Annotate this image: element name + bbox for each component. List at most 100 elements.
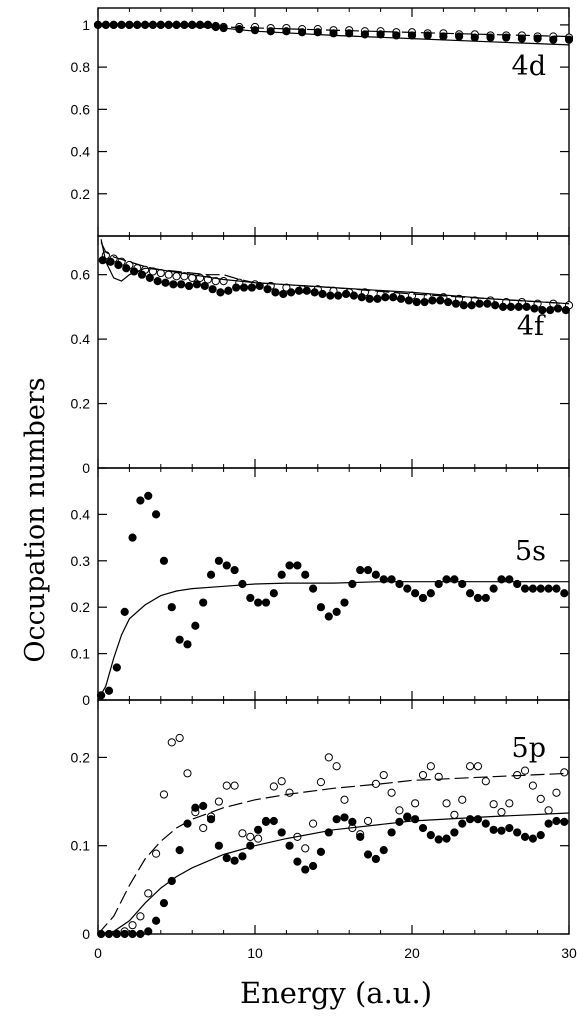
filled-point (254, 598, 263, 607)
filled-point (246, 593, 255, 603)
filled-point (536, 831, 545, 840)
filled-point (293, 561, 302, 570)
filled-point (222, 561, 231, 570)
filled-point (411, 589, 420, 598)
filled-point (302, 286, 311, 295)
filled-point (348, 817, 357, 826)
filled-point (200, 281, 209, 291)
filled-point (505, 823, 514, 833)
filled-point (363, 850, 373, 859)
curve-solid-line (97, 812, 570, 935)
filled-point (269, 589, 278, 598)
open-point (246, 832, 255, 841)
filled-point (277, 828, 286, 837)
y-tick-label: 0.1 (71, 838, 91, 854)
filled-point (340, 813, 349, 822)
filled-point (481, 593, 490, 603)
filled-point (112, 663, 121, 672)
open-point (395, 806, 404, 815)
filled-point (208, 285, 217, 294)
filled-point (404, 296, 413, 305)
filled-point (332, 815, 341, 824)
filled-point (137, 270, 147, 279)
filled-point (167, 603, 176, 612)
open-point (167, 738, 176, 747)
open-point (387, 788, 396, 797)
filled-point (528, 584, 537, 593)
filled-point (136, 929, 145, 939)
filled-point (450, 828, 459, 837)
filled-point (356, 832, 365, 841)
x-tick-label: 30 (561, 945, 577, 961)
filled-point (552, 816, 561, 826)
filled-point (467, 301, 476, 310)
filled-point (164, 20, 173, 29)
filled-point (159, 898, 169, 908)
filled-point (151, 510, 161, 519)
panels: 0.2 0.4 0.6 0.8 1 4d 0 0.2 0.4 0.6 4f 0 0.1 0.2 0.3 0.4… (71, 7, 577, 961)
filled-point (544, 584, 553, 593)
x-tick-label: 0 (94, 945, 102, 961)
open-point (520, 766, 530, 775)
filled-point (169, 280, 178, 289)
filled-point (128, 929, 137, 939)
open-point (379, 770, 388, 780)
y-tick-label: 0 (82, 460, 90, 476)
y-tick-label: 0.3 (71, 553, 91, 569)
filled-point (465, 589, 475, 598)
panel-4f: 0 0.2 0.4 0.6 4f (71, 235, 574, 476)
filled-point (180, 20, 189, 29)
filled-point (470, 33, 479, 42)
open-point (536, 794, 545, 803)
filled-point (120, 929, 129, 939)
filled-point (420, 297, 429, 307)
filled-point (224, 286, 233, 295)
series-filled-circles (97, 801, 569, 939)
filled-point (349, 291, 359, 300)
open-point (164, 270, 173, 279)
y-tick-label: 0.2 (71, 749, 91, 765)
open-point (254, 834, 263, 843)
filled-point (517, 34, 527, 43)
filled-point (266, 27, 275, 36)
filled-point (232, 283, 241, 292)
y-tick-label: 0.4 (71, 506, 91, 522)
filled-point (379, 846, 388, 855)
filled-point (561, 306, 570, 315)
filled-point (326, 291, 335, 300)
open-point (222, 781, 231, 790)
filled-point (308, 584, 318, 593)
filled-point (544, 819, 553, 828)
filled-point (316, 847, 326, 856)
filled-point (332, 607, 341, 616)
filled-point (222, 853, 231, 863)
filled-point (560, 817, 569, 826)
curve-dashed-line (97, 772, 570, 935)
open-point (199, 823, 208, 833)
curve-dashed-line (100, 242, 570, 305)
filled-point (376, 30, 385, 39)
filled-point (491, 301, 500, 310)
filled-point (238, 852, 247, 861)
open-point (481, 777, 490, 786)
series-solid-line (100, 239, 570, 305)
filled-point (144, 927, 153, 936)
filled-point (255, 281, 264, 291)
open-point (497, 808, 506, 817)
filled-point (411, 815, 420, 824)
open-point (426, 762, 435, 771)
open-point (505, 799, 514, 808)
series-solid-line (97, 581, 569, 701)
filled-point (549, 35, 558, 44)
filled-point (184, 281, 194, 291)
filled-point (156, 20, 165, 29)
filled-point (199, 598, 208, 607)
open-point (308, 819, 318, 828)
filled-point (161, 278, 170, 287)
filled-point (214, 841, 223, 850)
open-point (544, 806, 553, 815)
y-tick-label: 1 (82, 17, 90, 33)
filled-point (159, 556, 169, 565)
filled-point (533, 34, 542, 43)
filled-point (465, 815, 475, 824)
